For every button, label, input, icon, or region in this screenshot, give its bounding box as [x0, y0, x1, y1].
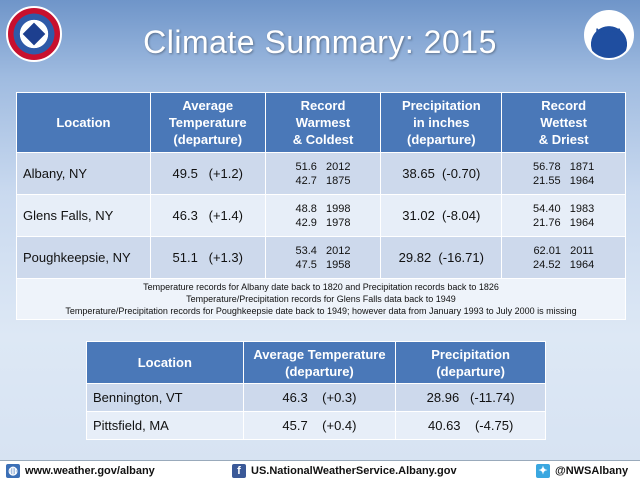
table-header-row: Location Average Temperature (departure)…: [86, 341, 546, 384]
record-wet-dry-cell: 56.78 1871 21.55 1964: [501, 152, 626, 195]
table-notes-row: Temperature records for Albany date back…: [16, 278, 626, 320]
record-warm-cold-cell: 48.8 1998 42.9 1978: [264, 194, 382, 237]
table-row: Pittsfield, MA 45.7 (+0.4) 40.63 (-4.75): [86, 411, 546, 440]
twitter-icon: ✦: [536, 464, 550, 478]
facebook-link[interactable]: f US.NationalWeatherService.Albany.gov: [232, 464, 457, 478]
secondary-summary-table: Location Average Temperature (departure)…: [86, 341, 546, 440]
avg-temp-cell: 46.3 (+0.3): [242, 383, 397, 412]
header-location: Location: [86, 341, 244, 384]
precip-cell: 40.63 (-4.75): [395, 411, 546, 440]
avg-temp-cell: 49.5 (+1.2): [149, 152, 266, 195]
table-header-row: Location Average Temperature (departure)…: [16, 92, 626, 153]
table-row: Poughkeepsie, NY 51.1 (+1.3) 53.4 2012 4…: [16, 236, 626, 279]
precip-cell: 29.82 (-16.71): [380, 236, 503, 279]
noaa-logo: NOAA: [584, 10, 634, 60]
record-wet-dry-cell: 62.01 2011 24.52 1964: [501, 236, 626, 279]
note-line: Temperature/Precipitation records for Po…: [65, 306, 577, 316]
location-cell: Albany, NY: [16, 152, 151, 195]
table-row: Glens Falls, NY 46.3 (+1.4) 48.8 1998 42…: [16, 194, 626, 237]
website-link[interactable]: ◍ www.weather.gov/albany: [6, 464, 155, 478]
note-line: Temperature/Precipitation records for Gl…: [186, 294, 456, 304]
avg-temp-cell: 45.7 (+0.4): [242, 411, 397, 440]
twitter-link[interactable]: ✦ @NWSAlbany: [536, 464, 628, 478]
website-text: www.weather.gov/albany: [25, 464, 155, 477]
nws-logo: [6, 6, 62, 62]
location-cell: Glens Falls, NY: [16, 194, 151, 237]
table-row: Bennington, VT 46.3 (+0.3) 28.96 (-11.74…: [86, 383, 546, 412]
twitter-text: @NWSAlbany: [555, 464, 629, 477]
location-cell: Poughkeepsie, NY: [16, 236, 151, 279]
precip-cell: 28.96 (-11.74): [395, 383, 546, 412]
record-wet-dry-cell: 54.40 1983 21.76 1964: [501, 194, 626, 237]
record-warm-cold-cell: 51.6 2012 42.7 1875: [264, 152, 382, 195]
noaa-logo-text: NOAA: [595, 27, 623, 37]
header-avg-temp: Average Temperature (departure): [149, 92, 266, 153]
page-title: Climate Summary: 2015: [143, 24, 497, 60]
header-record-warm-cold: Record Warmest & Coldest: [264, 92, 382, 153]
footer-bar: ◍ www.weather.gov/albany f US.NationalWeat…: [0, 460, 640, 481]
globe-icon: ◍: [6, 464, 20, 478]
table-notes: Temperature records for Albany date back…: [16, 278, 626, 320]
climate-summary-table: Location Average Temperature (departure)…: [16, 92, 626, 320]
location-cell: Pittsfield, MA: [86, 411, 244, 440]
header-avg-temp: Average Temperature (departure): [242, 341, 397, 384]
facebook-icon: f: [232, 464, 246, 478]
avg-temp-cell: 46.3 (+1.4): [149, 194, 266, 237]
avg-temp-cell: 51.1 (+1.3): [149, 236, 266, 279]
facebook-text: US.NationalWeatherService.Albany.gov: [251, 464, 457, 477]
header-precipitation: Precipitation in inches (departure): [380, 92, 503, 153]
header-record-wet-dry: Record Wettest & Driest: [501, 92, 626, 153]
note-line: Temperature records for Albany date back…: [143, 282, 499, 292]
header-precipitation: Precipitation (departure): [395, 341, 546, 384]
table-row: Albany, NY 49.5 (+1.2) 51.6 2012 42.7 18…: [16, 152, 626, 195]
precip-cell: 31.02 (-8.04): [380, 194, 503, 237]
record-warm-cold-cell: 53.4 2012 47.5 1958: [264, 236, 382, 279]
header-location: Location: [16, 92, 151, 153]
precip-cell: 38.65 (-0.70): [380, 152, 503, 195]
location-cell: Bennington, VT: [86, 383, 244, 412]
